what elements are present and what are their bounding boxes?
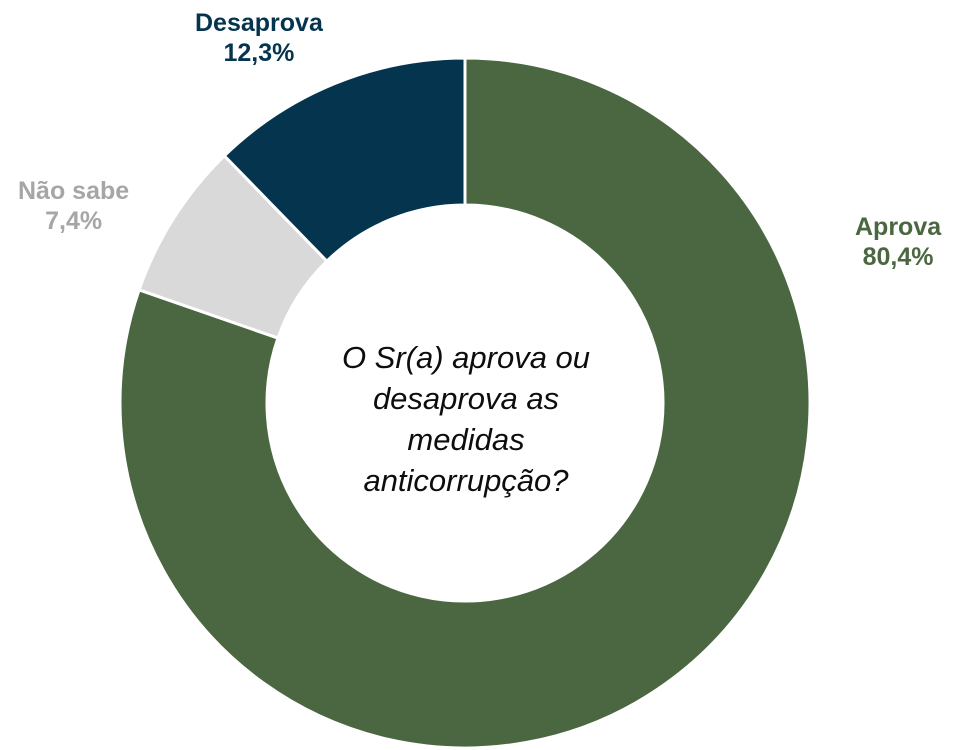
slice-label-aprova: Aprova 80,4% — [855, 212, 941, 272]
slice-label-nao-sabe: Não sabe 7,4% — [18, 176, 129, 236]
slice-name-desaprova: Desaprova — [195, 9, 323, 37]
donut-slice-desaprova — [222, 56, 467, 263]
slice-value-nao-sabe: 7,4% — [45, 207, 103, 235]
donut-slice-aprova — [118, 56, 812, 750]
slice-name-nao-sabe: Não sabe — [18, 177, 130, 205]
center-question: O Sr(a) aprova ou desaprova as medidas a… — [341, 340, 591, 498]
slice-name-aprova: Aprova — [855, 213, 942, 241]
slice-value-aprova: 80,4% — [862, 243, 934, 271]
slice-label-desaprova: Desaprova 12,3% — [195, 8, 323, 68]
slice-value-desaprova: 12,3% — [223, 39, 295, 67]
